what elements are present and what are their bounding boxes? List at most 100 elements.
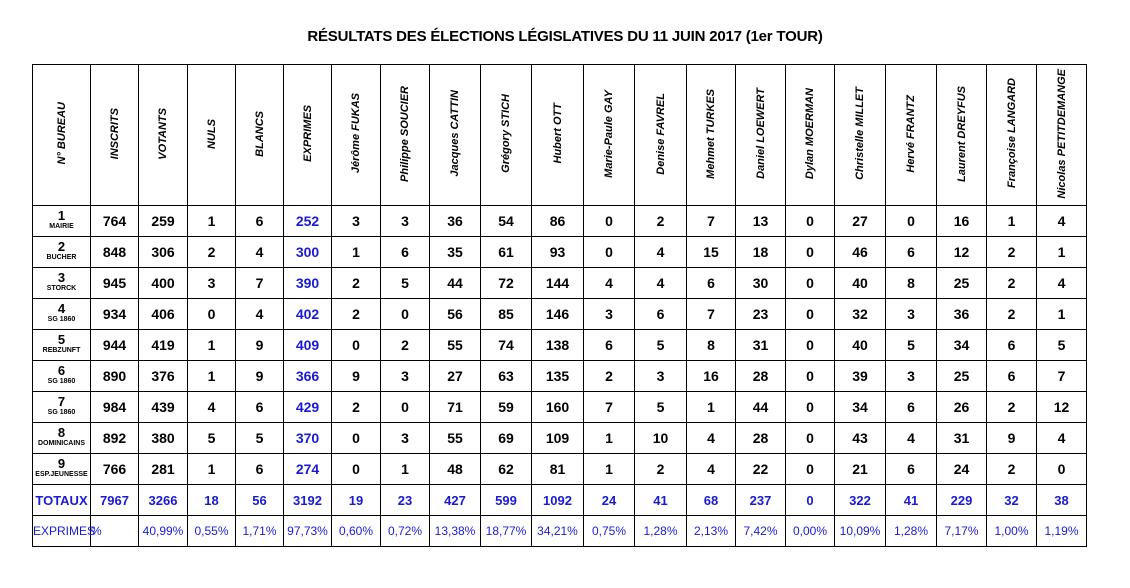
- value-cell: 984: [90, 391, 139, 423]
- value-cell: 429: [283, 391, 332, 423]
- total-cell: 3192: [283, 484, 332, 516]
- header-text: Grégory STICH: [500, 94, 512, 173]
- value-cell: 0: [785, 422, 835, 454]
- bureau-cell: 9 ESP.JEUNESSE: [32, 453, 91, 485]
- percent-cell: 0,00%: [785, 515, 835, 547]
- value-cell: 406: [138, 298, 188, 330]
- total-cell: 68: [686, 484, 736, 516]
- total-cell: 23: [380, 484, 430, 516]
- value-cell: 0: [785, 329, 835, 361]
- header-text: Hervé FRANTZ: [905, 94, 917, 173]
- value-cell: 9: [235, 329, 284, 361]
- value-cell: 2: [331, 298, 381, 330]
- value-cell: 39: [834, 360, 886, 392]
- header-text: Daniel LOEWERT: [754, 88, 767, 179]
- header-text: Laurent DREYFUS: [955, 85, 968, 182]
- value-cell: 0: [380, 298, 430, 330]
- bureau-number: 5: [57, 332, 66, 347]
- data-row: 5 REBZUNFT 944 419 1 9 409 0 2 55 74 138 6 5 8 31 0 40 5 34…: [32, 329, 1087, 361]
- value-cell: 5: [235, 422, 284, 454]
- totals-row: TOTAUX 7967 3266 18 56 3192 19 23 427 599 1092 24 41…: [32, 484, 1087, 516]
- value-cell: 5: [187, 422, 236, 454]
- bureau-cell: 2 BUCHER: [32, 236, 91, 268]
- percent-cell: 1,28%: [634, 515, 687, 547]
- value-cell: 0: [331, 453, 381, 485]
- value-cell: 0: [187, 298, 236, 330]
- value-cell: 28: [735, 360, 786, 392]
- results-table: N° BUREAU INSCRITS VOTANTS NULS BLANCS EXPRIM…: [32, 64, 1087, 547]
- value-cell: 35: [429, 236, 481, 268]
- value-cell: 5: [1036, 329, 1087, 361]
- value-cell: 62: [480, 453, 532, 485]
- value-cell: 0: [785, 360, 835, 392]
- bureau-place: MAIRIE: [49, 223, 74, 230]
- percent-cell: 10,09%: [834, 515, 886, 547]
- value-cell: 2: [986, 236, 1037, 268]
- value-cell: 2: [634, 205, 687, 237]
- bureau-cell: 4 SG 1860: [32, 298, 91, 330]
- value-cell: 300: [283, 236, 332, 268]
- header-text: Hubert OTT: [551, 103, 564, 164]
- percent-cell: 1,19%: [1036, 515, 1087, 547]
- header-cell: N° BUREAU: [32, 64, 91, 206]
- value-cell: 63: [480, 360, 532, 392]
- value-cell: 5: [634, 329, 687, 361]
- value-cell: 4: [686, 422, 736, 454]
- header-cell: Denise FAVREL: [634, 64, 687, 206]
- data-row: 2 BUCHER 848 306 2 4 300 1 6 35 61 93 0 4 15 18 0 46 6 12 2 1: [32, 236, 1087, 268]
- data-row: 7 SG 1860 984 439 4 6 429 2 0 71 59 160 7 5 1 44 0 34 6 26 2…: [32, 391, 1087, 423]
- value-cell: 1: [380, 453, 430, 485]
- bureau-cell: 6 SG 1860: [32, 360, 91, 392]
- value-cell: 25: [936, 360, 987, 392]
- percent-cell: 1,28%: [885, 515, 937, 547]
- value-cell: 27: [834, 205, 886, 237]
- value-cell: 892: [90, 422, 139, 454]
- value-cell: 4: [583, 267, 635, 299]
- value-cell: 7: [1036, 360, 1087, 392]
- value-cell: 27: [429, 360, 481, 392]
- total-cell: 41: [885, 484, 937, 516]
- value-cell: 7: [686, 205, 736, 237]
- header-cell: VOTANTS: [138, 64, 188, 206]
- value-cell: 6: [885, 236, 937, 268]
- bureau-cell: 3 STORCK: [32, 267, 91, 299]
- value-cell: 23: [735, 298, 786, 330]
- value-cell: 30: [735, 267, 786, 299]
- value-cell: 36: [429, 205, 481, 237]
- title: RÉSULTATS DES ÉLECTIONS LÉGISLATIVES DU …: [307, 28, 823, 45]
- value-cell: 6: [986, 329, 1037, 361]
- value-cell: 281: [138, 453, 188, 485]
- percent-row: EXPRIMES% 40,99% 0,55% 1,71% 97,73% 0,60% 0,72…: [32, 515, 1087, 547]
- bureau-number: 2: [57, 239, 66, 254]
- value-cell: 3: [583, 298, 635, 330]
- value-cell: 2: [986, 453, 1037, 485]
- value-cell: 766: [90, 453, 139, 485]
- value-cell: 109: [531, 422, 584, 454]
- header-text: BLANCS: [253, 110, 266, 157]
- total-cell: 3266: [138, 484, 188, 516]
- total-cell: 599: [480, 484, 532, 516]
- total-cell: 56: [235, 484, 284, 516]
- header-cell: Jacques CATTIN: [429, 64, 481, 206]
- total-cell: 41: [634, 484, 687, 516]
- header-text: Marie-Paule GAY: [603, 89, 615, 178]
- value-cell: 135: [531, 360, 584, 392]
- value-cell: 46: [834, 236, 886, 268]
- value-cell: 1: [187, 360, 236, 392]
- bureau-number: 8: [57, 425, 66, 440]
- bureau-number: 3: [57, 270, 66, 285]
- data-row: 9 ESP.JEUNESSE 766 281 1 6 274 0 1 48 62 81 1 2 4 22 0 21…: [32, 453, 1087, 485]
- total-cell: 24: [583, 484, 635, 516]
- value-cell: 34: [936, 329, 987, 361]
- value-cell: 1: [187, 453, 236, 485]
- value-cell: 274: [283, 453, 332, 485]
- value-cell: 848: [90, 236, 139, 268]
- bureau-place: REBZUNFT: [42, 347, 81, 354]
- percent-cell: 0,55%: [187, 515, 236, 547]
- value-cell: 93: [531, 236, 584, 268]
- header-text: Mehmet TURKES: [705, 88, 717, 179]
- value-cell: 419: [138, 329, 188, 361]
- value-cell: 402: [283, 298, 332, 330]
- data-row: 1 MAIRIE 764 259 1 6 252 3 3 36 54 86 0 2 7 13 0 27 0 16 1 4: [32, 205, 1087, 237]
